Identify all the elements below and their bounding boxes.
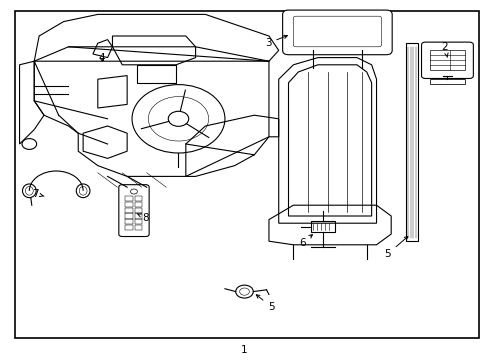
Text: 1: 1 bbox=[241, 345, 247, 355]
Bar bbox=[405, 43, 417, 241]
Bar bbox=[429, 50, 464, 70]
Text: 3: 3 bbox=[264, 35, 287, 48]
Text: 4: 4 bbox=[98, 53, 105, 63]
Text: 5: 5 bbox=[384, 237, 407, 259]
Text: 5: 5 bbox=[256, 295, 274, 312]
FancyBboxPatch shape bbox=[282, 10, 391, 55]
FancyBboxPatch shape bbox=[421, 42, 472, 78]
Bar bbox=[429, 79, 464, 84]
Bar bbox=[310, 221, 334, 232]
Text: 2: 2 bbox=[441, 42, 447, 57]
Text: 6: 6 bbox=[298, 235, 312, 248]
Text: 8: 8 bbox=[137, 213, 149, 223]
FancyBboxPatch shape bbox=[119, 185, 149, 237]
Text: 7: 7 bbox=[32, 189, 44, 199]
